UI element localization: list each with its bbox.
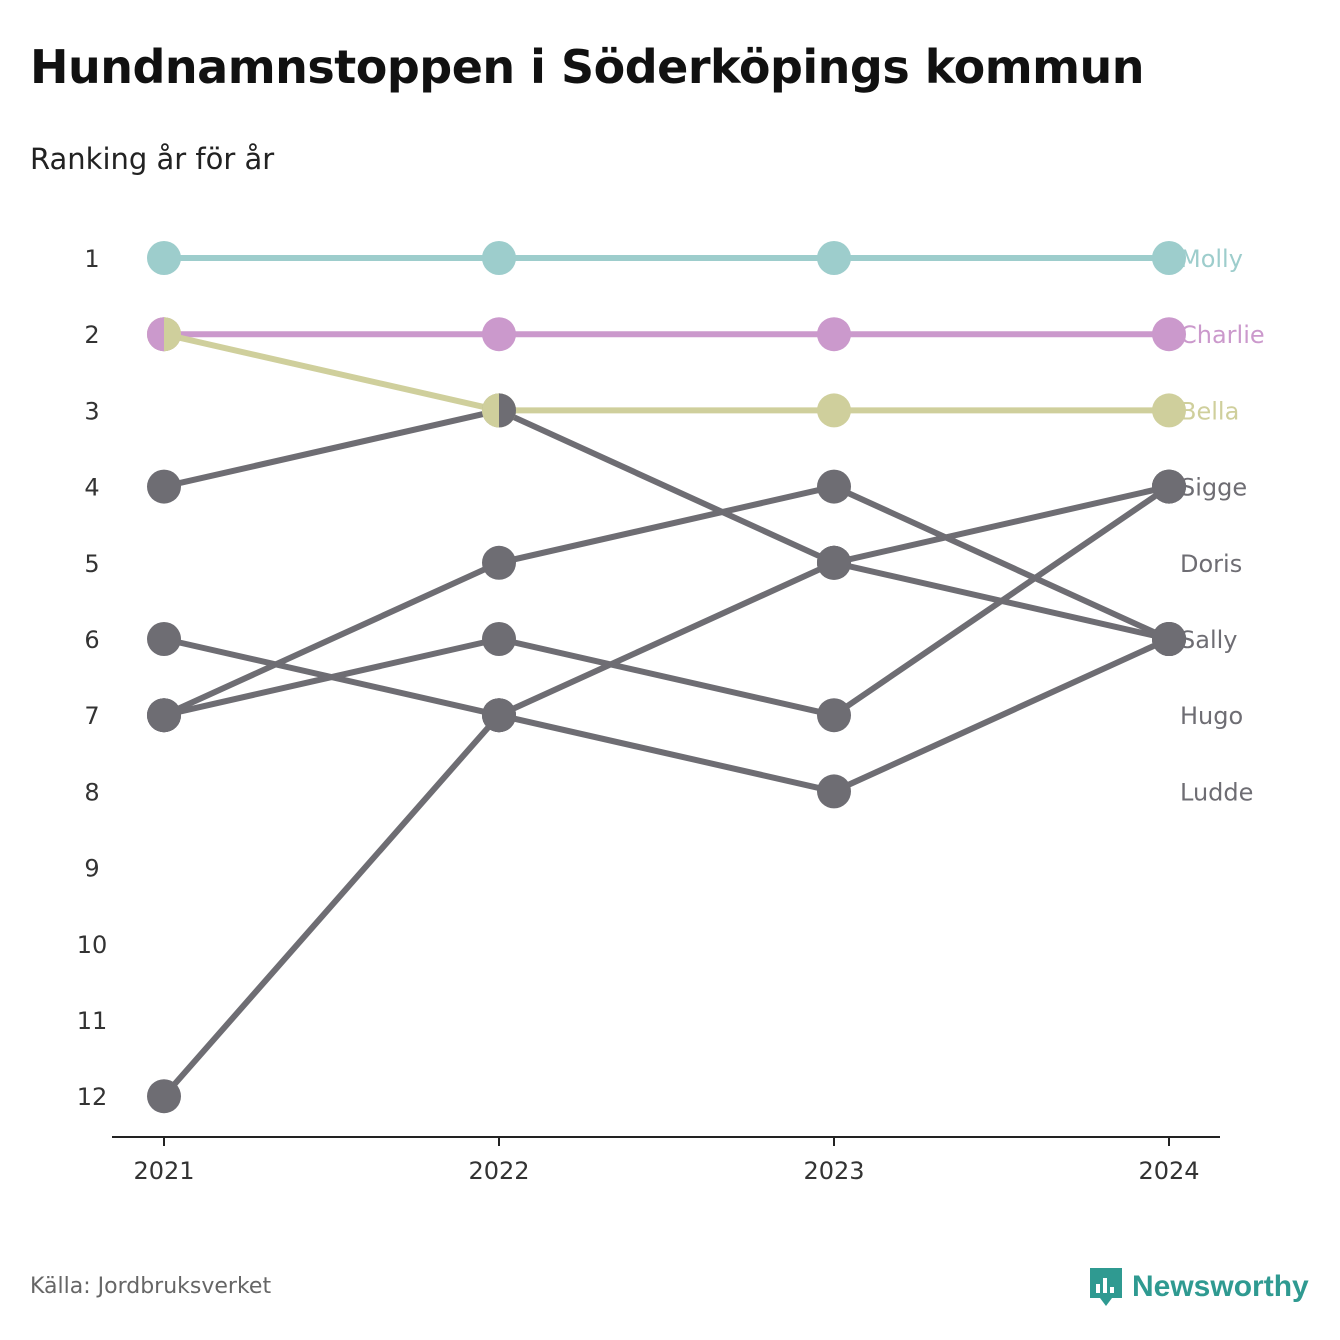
series-point-molly (817, 241, 851, 275)
y-tick-label: 9 (84, 855, 99, 883)
y-tick-label: 10 (77, 931, 108, 959)
series-line-bella (161, 331, 1172, 414)
x-tick-label: 2023 (803, 1157, 864, 1185)
series-point-half-charlie (147, 317, 164, 352)
x-tick-label: 2022 (468, 1157, 529, 1185)
y-tick-label: 6 (84, 626, 99, 654)
series-line-doris (161, 483, 1172, 719)
y-tick-label: 11 (77, 1007, 108, 1035)
series-point-doris (482, 545, 516, 580)
series-point-charlie (1152, 317, 1186, 352)
series-end-label: Sally (1180, 626, 1237, 654)
series-point-molly (1152, 241, 1186, 275)
series-point-charlie (482, 317, 516, 352)
series-end-label: Doris (1180, 550, 1242, 578)
series-line-hugo (161, 636, 1172, 795)
series-point-half-doris (147, 698, 164, 733)
chart-subtitle: Ranking år för år (30, 142, 275, 176)
series-point-half-bella (482, 393, 499, 428)
series-point-sally (147, 469, 181, 504)
series-end-label: Ludde (1180, 778, 1253, 806)
series-point-hugo (147, 622, 181, 656)
series-point-ludde (817, 698, 851, 733)
brand-logo[interactable]: Newsworthy (1088, 1266, 1309, 1308)
y-tick-label: 8 (84, 778, 99, 806)
series-end-label: Hugo (1180, 702, 1243, 730)
series-point-half-sigge (817, 545, 834, 580)
series-point-half-sally (834, 545, 851, 580)
y-tick-label: 3 (84, 397, 99, 425)
y-tick-label: 12 (77, 1083, 108, 1111)
brand-name: Newsworthy (1132, 1270, 1309, 1303)
series-point-half-sigge (482, 698, 499, 733)
series-line-sigge (161, 483, 1172, 1100)
y-tick-label: 5 (84, 550, 99, 578)
series-point-half-bella (164, 317, 181, 352)
y-tick-label: 1 (84, 245, 99, 273)
series-point-half-sally (499, 393, 516, 428)
source-note: Källa: Jordbruksverket (30, 1274, 272, 1299)
series-point-molly (482, 241, 516, 275)
x-tick-label: 2021 (133, 1157, 194, 1185)
series-end-label: Bella (1180, 397, 1239, 425)
series-line-ludde (161, 483, 1172, 719)
series-point-charlie (817, 317, 851, 352)
y-tick-label: 2 (84, 321, 99, 349)
y-tick-label: 4 (84, 474, 99, 502)
series-point-half-ludde (164, 698, 181, 733)
series-point-half-doris (1152, 622, 1169, 656)
series-point-hugo (817, 774, 851, 809)
series-end-label: Molly (1180, 245, 1243, 273)
series-point-molly (147, 241, 181, 275)
series-point-half-hugo (499, 698, 516, 733)
series-point-doris (817, 469, 851, 504)
series-point-half-sigge (1152, 469, 1169, 504)
series-point-half-sally (1169, 622, 1186, 656)
series-point-sigge (147, 1079, 181, 1114)
series-end-label: Sigge (1180, 474, 1247, 502)
series-end-label: Charlie (1180, 321, 1265, 349)
series-point-bella (1152, 393, 1186, 428)
x-tick-label: 2024 (1138, 1157, 1199, 1185)
series-point-ludde (482, 622, 516, 656)
y-tick-label: 7 (84, 702, 99, 730)
newsworthy-logo-icon (1090, 1268, 1122, 1306)
series-point-bella (817, 393, 851, 428)
series-point-half-ludde (1169, 469, 1186, 504)
chart-title: Hundnamnstoppen i Söderköpings kommun (30, 40, 1145, 94)
